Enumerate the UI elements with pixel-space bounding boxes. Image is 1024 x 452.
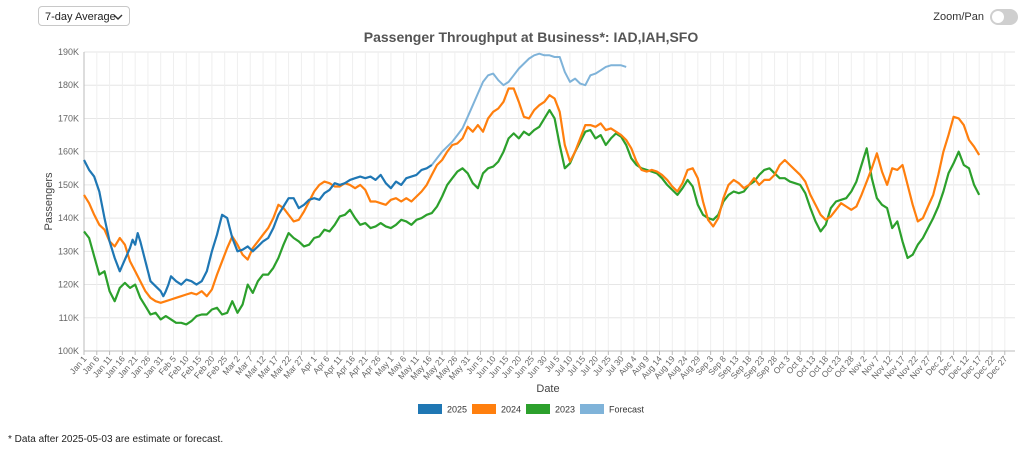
chart-title: Passenger Throughput at Business*: IAD,I… bbox=[364, 29, 699, 45]
chevron-down-icon bbox=[113, 14, 123, 20]
y-tick-label: 130K bbox=[58, 246, 79, 256]
y-tick-label: 110K bbox=[59, 313, 79, 323]
legend-item: 2025 bbox=[418, 404, 467, 415]
footnote: * Data after 2025-05-03 are estimate or … bbox=[8, 434, 224, 445]
legend-label: 2023 bbox=[555, 405, 575, 415]
legend-label: Forecast bbox=[609, 405, 645, 415]
y-tick-label: 100K bbox=[58, 346, 79, 356]
legend-label: 2025 bbox=[447, 405, 467, 415]
legend-item: 2024 bbox=[472, 404, 521, 415]
y-tick-label: 120K bbox=[58, 280, 79, 290]
y-axis-label: Passengers bbox=[43, 172, 55, 231]
legend-swatch bbox=[580, 404, 604, 414]
y-tick-label: 180K bbox=[58, 80, 79, 90]
zoom-pan-label: Zoom/Pan bbox=[933, 11, 984, 23]
toggle-knob bbox=[992, 11, 1004, 23]
y-tick-label: 170K bbox=[58, 113, 79, 123]
y-tick-label: 190K bbox=[58, 47, 79, 57]
legend-swatch bbox=[526, 404, 550, 414]
legend-item: Forecast bbox=[580, 404, 645, 415]
average-select[interactable]: 7-day Average bbox=[38, 6, 130, 26]
y-tick-label: 160K bbox=[58, 147, 79, 157]
zoom-pan-toggle[interactable] bbox=[990, 9, 1018, 25]
legend-label: 2024 bbox=[501, 405, 521, 415]
series-line-2023 bbox=[83, 109, 981, 326]
series-line-2025 bbox=[83, 159, 433, 298]
throughput-chart: Passenger Throughput at Business*: IAD,I… bbox=[43, 29, 1015, 415]
series-line-forecast bbox=[431, 52, 627, 166]
y-tick-label: 150K bbox=[58, 180, 79, 190]
legend-swatch bbox=[472, 404, 496, 414]
zoom-pan-control: Zoom/Pan bbox=[933, 6, 1018, 28]
y-tick-label: 140K bbox=[58, 213, 79, 223]
legend-swatch bbox=[418, 404, 442, 414]
legend-item: 2023 bbox=[526, 404, 575, 415]
average-select-label: 7-day Average bbox=[45, 11, 116, 23]
x-axis-label: Date bbox=[536, 383, 559, 395]
